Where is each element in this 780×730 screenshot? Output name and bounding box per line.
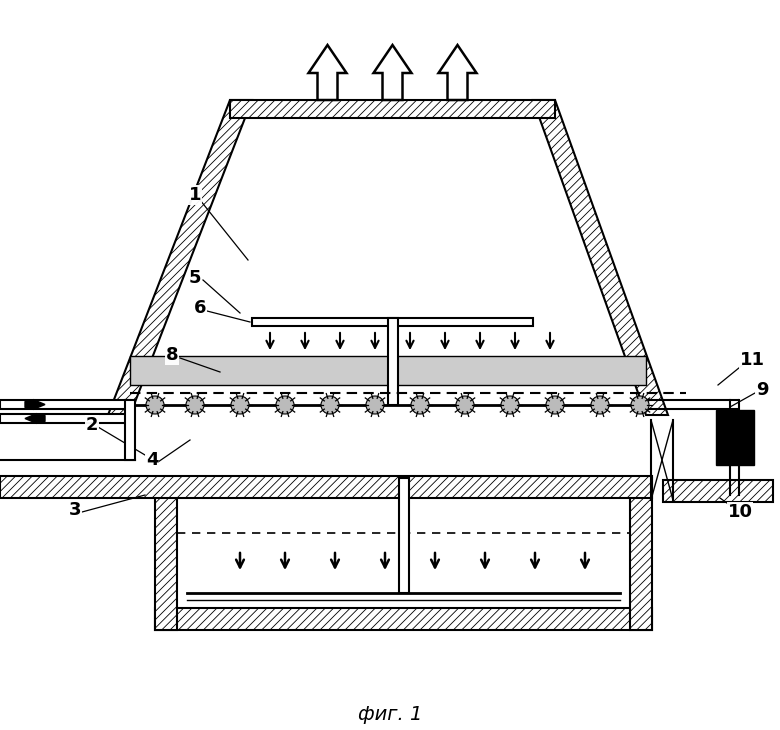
Bar <box>125 400 135 460</box>
Text: 10: 10 <box>728 503 753 521</box>
Text: 6: 6 <box>193 299 206 317</box>
Circle shape <box>631 396 649 414</box>
Bar <box>130 356 646 385</box>
Circle shape <box>186 396 204 414</box>
Circle shape <box>276 396 294 414</box>
Circle shape <box>591 396 609 414</box>
Polygon shape <box>533 100 668 415</box>
Bar <box>630 478 652 630</box>
FancyArrow shape <box>438 45 477 100</box>
Circle shape <box>501 396 519 414</box>
Circle shape <box>146 396 164 414</box>
Circle shape <box>366 396 384 414</box>
Circle shape <box>411 396 429 414</box>
Text: 9: 9 <box>756 381 768 399</box>
Bar <box>388 318 398 405</box>
FancyArrow shape <box>25 413 45 423</box>
Text: 11: 11 <box>739 351 764 369</box>
Bar <box>155 478 177 630</box>
Text: фиг. 1: фиг. 1 <box>358 704 422 723</box>
Circle shape <box>231 396 249 414</box>
Circle shape <box>546 396 564 414</box>
Text: 5: 5 <box>189 269 201 287</box>
Text: 8: 8 <box>165 346 179 364</box>
Bar <box>399 478 409 593</box>
Polygon shape <box>108 100 252 415</box>
Text: 4: 4 <box>146 451 158 469</box>
Bar <box>252 318 533 326</box>
FancyArrow shape <box>309 45 346 100</box>
Polygon shape <box>230 100 555 118</box>
Bar <box>716 410 754 465</box>
Text: 1: 1 <box>189 186 201 204</box>
Text: 3: 3 <box>69 501 81 519</box>
FancyArrow shape <box>25 399 45 410</box>
Bar <box>0 414 130 423</box>
Circle shape <box>321 396 339 414</box>
Text: 2: 2 <box>86 416 98 434</box>
Circle shape <box>456 396 474 414</box>
Bar <box>663 480 773 502</box>
Bar <box>0 476 652 498</box>
Bar <box>155 608 652 630</box>
Bar <box>0 400 130 409</box>
FancyArrow shape <box>374 45 412 100</box>
